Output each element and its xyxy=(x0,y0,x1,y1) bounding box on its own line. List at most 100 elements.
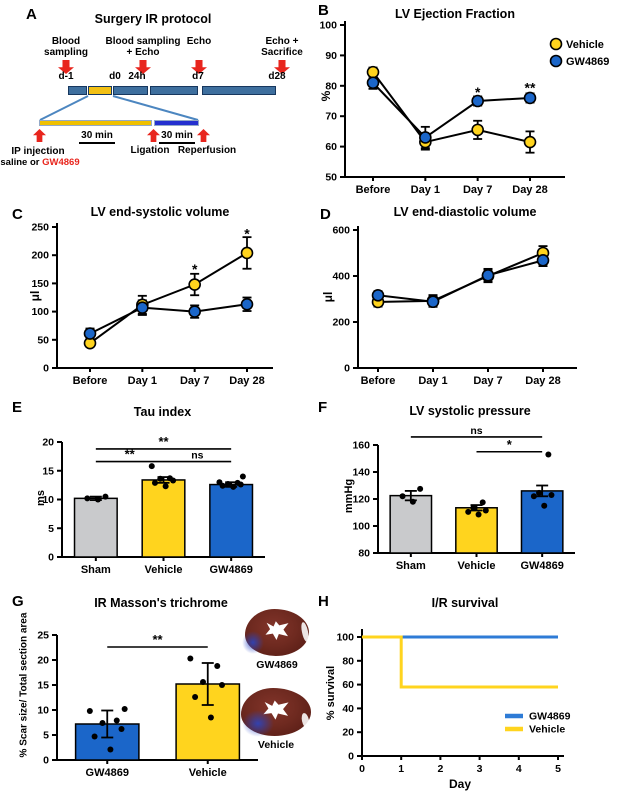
data-point-gw4869 xyxy=(471,94,484,108)
chart-title-pressure: LV systolic pressure xyxy=(409,404,531,418)
svg-text:Vehicle: Vehicle xyxy=(458,560,496,572)
svg-text:2: 2 xyxy=(437,763,443,775)
event-line: + Echo xyxy=(126,47,160,58)
ligation-label: Ligation xyxy=(130,145,170,156)
event-blood-sampling-echo: Blood sampling + Echo xyxy=(97,36,189,58)
svg-text:**: ** xyxy=(125,447,136,462)
svg-text:100: 100 xyxy=(336,632,354,644)
scatter-point xyxy=(166,475,173,482)
svg-text:25: 25 xyxy=(37,630,49,642)
data-point-vehicle xyxy=(471,123,484,137)
svg-text:GW4869: GW4869 xyxy=(566,56,609,68)
scatter-point xyxy=(99,720,106,726)
duration-30min-1: 30 min xyxy=(75,130,119,144)
chart-title-edv: LV end-diastolic volume xyxy=(393,205,537,219)
bar-gw4869 xyxy=(209,483,254,558)
scatter-point xyxy=(102,493,109,500)
scatter-point xyxy=(470,504,477,511)
svg-text:Vehicle: Vehicle xyxy=(189,767,227,779)
panel-letter-e: E xyxy=(12,399,23,416)
chart-lv-systolic-pressure: 80 100 120 140 160 Sham Vehicle GW4869 * ns xyxy=(310,390,620,585)
scar-stain xyxy=(242,630,265,655)
timeline-segment xyxy=(150,86,198,95)
scatter-point xyxy=(530,493,537,500)
chart-canvas: 0 200 400 600 Before Day 1 Day 7 Day 28 xyxy=(332,225,577,387)
chart-lv-end-systolic-volume: 0 50 100 150 200 250 Before Day 1 Day 7 Day 28 * * xyxy=(0,195,310,390)
svg-text:0: 0 xyxy=(348,751,354,763)
saline-text: saline or xyxy=(0,157,43,168)
scatter-point xyxy=(162,483,169,490)
svg-text:Vehicle: Vehicle xyxy=(566,39,604,51)
chart-title-survival: I/R survival xyxy=(431,596,499,610)
chart-tau-index: 0 5 10 15 20 Sham Vehicle GW4869 ** ns ** xyxy=(0,390,310,585)
chart-title-esv: LV end-systolic volume xyxy=(90,205,230,219)
svg-text:Day 28: Day 28 xyxy=(525,375,560,387)
svg-text:90: 90 xyxy=(325,50,337,62)
heart-image-label-vehicle: Vehicle xyxy=(257,739,295,751)
svg-text:5: 5 xyxy=(48,523,54,535)
scatter-point xyxy=(151,479,158,486)
scatter-point xyxy=(224,480,231,487)
timepoint-d0: d0 xyxy=(109,71,121,82)
scatter-point xyxy=(417,485,424,492)
panel-letter-h: H xyxy=(318,593,329,610)
scatter-point xyxy=(118,726,125,732)
event-blood-sampling: Blood sampling xyxy=(34,36,98,58)
svg-text:*: * xyxy=(475,84,481,100)
svg-text:100: 100 xyxy=(352,521,370,533)
data-point-gw4869 xyxy=(523,91,537,105)
svg-text:5: 5 xyxy=(43,730,49,742)
data-point-gw4869 xyxy=(371,289,385,302)
svg-text:10: 10 xyxy=(37,705,49,717)
svg-text:120: 120 xyxy=(352,494,370,506)
scatter-point xyxy=(541,502,548,509)
svg-text:20: 20 xyxy=(42,437,54,449)
timeline-segment xyxy=(68,86,87,95)
event-line: Echo xyxy=(186,36,212,47)
svg-text:50: 50 xyxy=(37,334,49,346)
svg-text:70: 70 xyxy=(325,111,337,123)
scatter-point xyxy=(187,655,194,662)
panel-g: G IR Masson's trichrome % Scar size/ Tot… xyxy=(0,585,311,792)
panel-letter-d: D xyxy=(320,206,331,223)
svg-text:GW4869: GW4869 xyxy=(86,767,129,779)
svg-text:Day 28: Day 28 xyxy=(229,375,264,387)
heart-section-image-vehicle xyxy=(241,688,311,738)
svg-text:80: 80 xyxy=(342,655,354,667)
chart-canvas: 0 5 10 15 20 Sham Vehicle GW4869 ** ns ** xyxy=(42,434,265,576)
svg-text:5: 5 xyxy=(555,763,561,775)
svg-text:4: 4 xyxy=(516,763,522,775)
event-line: Blood xyxy=(51,36,81,47)
svg-text:15: 15 xyxy=(42,465,54,477)
svg-text:Before: Before xyxy=(361,375,396,387)
survival-line-vehicle xyxy=(362,635,558,689)
svg-text:Sham: Sham xyxy=(396,560,426,572)
svg-text:Before: Before xyxy=(356,184,391,196)
scatter-point xyxy=(239,473,246,480)
bar-sham xyxy=(389,494,433,554)
chart-canvas: 80 100 120 140 160 Sham Vehicle GW4869 * ns xyxy=(352,425,575,572)
chart-lv-ejection-fraction: 50 60 70 80 90 100 Before Day 1 Day 7 Day 28 * ** Ve… xyxy=(310,0,620,197)
svg-text:*: * xyxy=(192,261,198,277)
scatter-point xyxy=(479,499,486,506)
event-line: Sacrifice xyxy=(261,47,303,58)
timepoint-24h: 24h xyxy=(128,71,146,82)
chart-title-trichrome: IR Masson's trichrome xyxy=(94,596,228,610)
svg-text:40: 40 xyxy=(342,703,354,715)
panel-f: F LV systolic pressure mmHg 80 100 120 140 1… xyxy=(310,390,620,585)
scatter-point xyxy=(91,733,98,740)
svg-text:Day 1: Day 1 xyxy=(418,375,447,387)
panel-letter-f: F xyxy=(318,399,328,416)
legend-marker-gw4869 xyxy=(549,54,563,68)
scatter-point xyxy=(399,493,406,500)
saline-gw4869-label: saline or GW4869 xyxy=(0,157,84,168)
scatter-point xyxy=(230,483,237,490)
scatter-point xyxy=(536,489,543,496)
timeline-segment xyxy=(113,86,148,95)
ischemia-bar xyxy=(39,120,152,126)
data-point-gw4869 xyxy=(536,254,550,267)
zoom-connector-lines xyxy=(39,95,199,121)
svg-text:Day: Day xyxy=(449,777,471,791)
panel-letter-a: A xyxy=(26,6,37,23)
svg-text:GW4869: GW4869 xyxy=(529,711,571,723)
